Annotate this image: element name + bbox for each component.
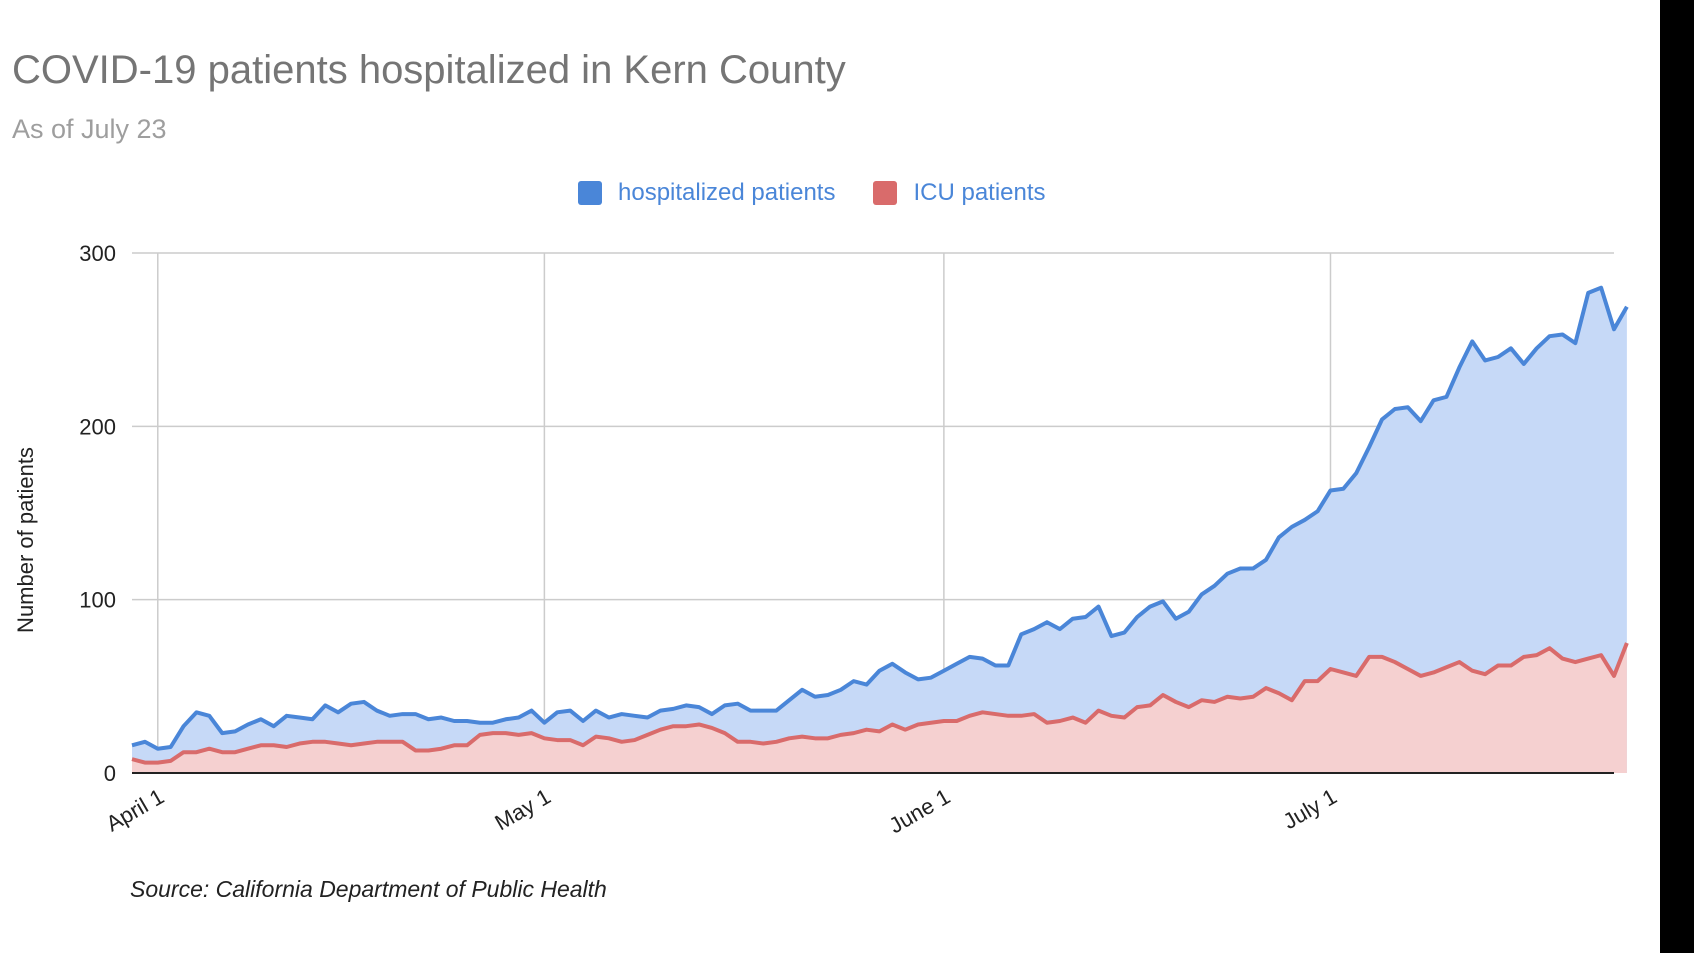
x-tick-label-3: July 1 xyxy=(1279,784,1341,834)
series-area-0 xyxy=(132,287,1627,773)
right-edge-band xyxy=(1660,0,1694,953)
series-line-0 xyxy=(131,285,1629,751)
chart-title: COVID-19 patients hospitalized in Kern C… xyxy=(12,48,846,92)
series-line-1 xyxy=(131,642,1629,765)
y-tick-label-300: 300 xyxy=(79,241,116,266)
legend-swatch-hospitalized xyxy=(578,181,602,205)
legend-swatch-icu xyxy=(873,181,898,205)
x-tick-label-1: May 1 xyxy=(490,784,554,836)
y-tick-label-100: 100 xyxy=(79,588,116,613)
x-tick-label-0: April 1 xyxy=(102,784,169,837)
source-note: Source: California Department of Public … xyxy=(130,876,607,902)
legend-item-icu[interactable]: ICU patients xyxy=(873,179,1046,207)
series-area-1 xyxy=(132,643,1627,773)
legend: hospitalized patients ICU patients xyxy=(578,178,1046,208)
x-tick-label-2: June 1 xyxy=(885,784,955,839)
chart-subtitle: As of July 23 xyxy=(12,114,167,144)
legend-item-hospitalized[interactable]: hospitalized patients xyxy=(578,179,835,207)
y-tick-label-200: 200 xyxy=(79,414,116,439)
legend-label-icu: ICU patients xyxy=(913,179,1046,206)
legend-label-hospitalized: hospitalized patients xyxy=(618,179,836,206)
y-tick-label-0: 0 xyxy=(104,761,116,786)
